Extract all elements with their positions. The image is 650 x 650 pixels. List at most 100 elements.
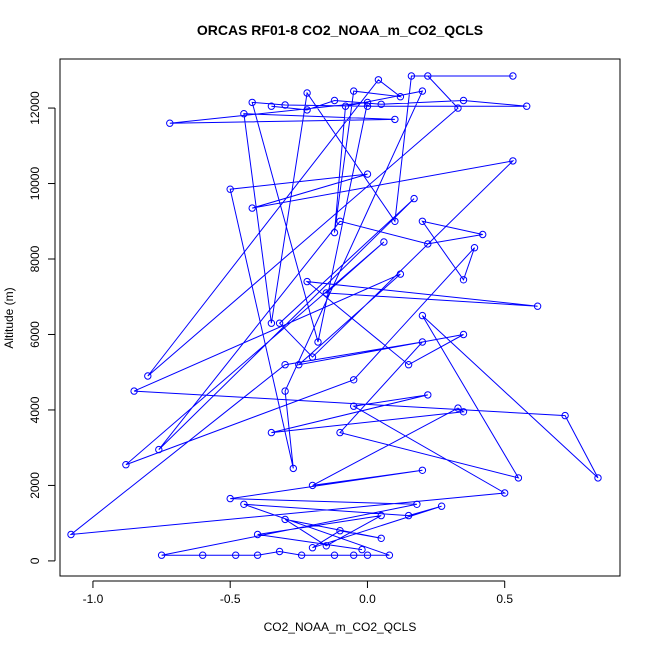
series-line bbox=[69, 75, 599, 556]
x-tick-label: 0.0 bbox=[359, 592, 376, 606]
data-point bbox=[459, 408, 468, 416]
data-point bbox=[459, 330, 468, 339]
data-point bbox=[391, 115, 399, 124]
data-point bbox=[380, 238, 388, 246]
data-point bbox=[289, 464, 297, 473]
data-point bbox=[308, 481, 317, 490]
series-group bbox=[67, 72, 602, 559]
data-point bbox=[377, 511, 385, 520]
y-tick-label: 8000 bbox=[28, 245, 42, 272]
data-point bbox=[232, 551, 240, 559]
data-point bbox=[501, 489, 509, 497]
data-point bbox=[454, 404, 462, 412]
y-tick-label: 10000 bbox=[28, 167, 42, 201]
data-point bbox=[396, 93, 405, 101]
data-point bbox=[281, 101, 289, 109]
data-point bbox=[350, 87, 358, 95]
data-point bbox=[350, 376, 358, 384]
y-tick-label: 6000 bbox=[28, 321, 42, 348]
data-point bbox=[404, 361, 413, 369]
data-point bbox=[391, 217, 399, 226]
chart-title: ORCAS RF01-8 CO2_NOAA_m_CO2_QCLS bbox=[197, 22, 483, 38]
data-point bbox=[594, 474, 602, 482]
y-tick-label: 4000 bbox=[28, 396, 42, 423]
data-point bbox=[330, 551, 339, 559]
data-point bbox=[157, 551, 166, 559]
data-point bbox=[267, 102, 276, 110]
data-point bbox=[418, 466, 427, 474]
data-point bbox=[418, 87, 427, 95]
x-axis-label: CO2_NOAA_m_CO2_QCLS bbox=[264, 620, 417, 634]
data-point bbox=[509, 72, 517, 80]
data-point bbox=[396, 270, 405, 278]
x-tick-label: -1.0 bbox=[83, 592, 104, 606]
data-point bbox=[424, 72, 432, 80]
data-point bbox=[67, 530, 75, 539]
data-point bbox=[199, 551, 207, 559]
data-point bbox=[407, 72, 416, 80]
data-point bbox=[459, 96, 468, 105]
data-point bbox=[410, 194, 418, 203]
x-tick-label: -0.5 bbox=[220, 592, 241, 606]
data-point bbox=[275, 547, 284, 556]
data-point bbox=[358, 545, 366, 554]
data-point bbox=[459, 276, 468, 284]
data-point bbox=[144, 372, 152, 380]
data-point bbox=[350, 402, 358, 410]
plot-frame bbox=[59, 58, 621, 577]
data-point bbox=[281, 387, 289, 395]
data-point bbox=[479, 230, 487, 239]
data-point bbox=[240, 500, 248, 508]
data-point bbox=[295, 361, 303, 369]
data-point bbox=[303, 277, 311, 286]
data-point bbox=[418, 217, 427, 226]
data-point bbox=[523, 102, 531, 110]
data-point bbox=[533, 302, 542, 310]
data-point bbox=[424, 391, 432, 399]
data-point bbox=[336, 217, 344, 226]
data-point bbox=[314, 338, 322, 346]
data-point bbox=[226, 494, 234, 503]
data-point bbox=[377, 534, 385, 542]
data-point bbox=[363, 170, 372, 178]
data-point bbox=[253, 551, 262, 559]
data-point bbox=[418, 338, 427, 346]
data-point bbox=[303, 106, 311, 114]
data-point bbox=[297, 551, 306, 559]
data-point bbox=[248, 98, 256, 107]
y-tick-label: 0 bbox=[28, 557, 42, 564]
data-point bbox=[322, 289, 330, 297]
data-point bbox=[308, 544, 317, 552]
data-point bbox=[509, 157, 517, 165]
data-point bbox=[130, 387, 138, 395]
y-tick-label: 2000 bbox=[28, 472, 42, 499]
data-point bbox=[385, 551, 394, 559]
data-point bbox=[166, 119, 174, 127]
data-point bbox=[267, 428, 276, 437]
data-point bbox=[226, 185, 234, 193]
data-point bbox=[413, 500, 421, 508]
data-point bbox=[322, 542, 330, 550]
data-point bbox=[363, 98, 372, 107]
data-point bbox=[281, 361, 289, 369]
x-tick-label: 0.5 bbox=[496, 592, 513, 606]
data-point bbox=[363, 551, 372, 559]
data-point bbox=[377, 100, 385, 109]
data-point bbox=[336, 428, 344, 437]
data-point bbox=[122, 461, 130, 469]
data-point bbox=[418, 311, 427, 320]
data-point bbox=[240, 110, 248, 118]
y-tick-label: 12000 bbox=[28, 91, 42, 125]
data-point bbox=[275, 319, 284, 327]
data-point bbox=[308, 353, 317, 361]
data-point bbox=[341, 102, 350, 110]
x-axis: -1.0 -0.5 0.0 0.5 bbox=[83, 580, 513, 606]
data-point bbox=[253, 530, 262, 539]
data-point bbox=[424, 240, 432, 248]
data-point bbox=[470, 244, 479, 252]
data-point bbox=[404, 511, 413, 520]
data-point bbox=[330, 96, 339, 105]
data-point bbox=[454, 104, 462, 112]
